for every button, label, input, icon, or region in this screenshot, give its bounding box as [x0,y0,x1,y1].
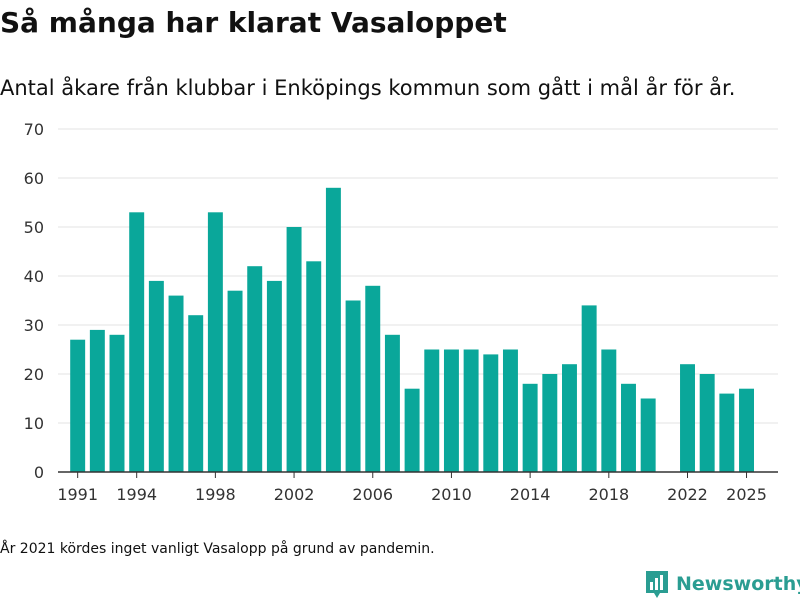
bar [542,374,558,472]
x-tick-label: 2002 [274,485,315,504]
bar [621,383,636,472]
bar [640,398,656,472]
bar [168,295,184,472]
x-tick-label: 1991 [57,485,98,504]
bar-chart: 0 10 20 30 40 50 60 70 1991 1994 1998 2002 2006 2010 2… [24,120,778,504]
x-tick-label: 2022 [667,485,708,504]
y-tick-label: 40 [24,267,44,286]
bar [502,349,518,472]
bar [739,388,754,472]
bar [286,227,302,472]
bar [227,290,243,472]
x-tick-label: 2018 [588,485,629,504]
bar [188,315,204,472]
x-tick-label: 2025 [726,485,767,504]
bar [325,187,341,473]
y-tick-label: 0 [34,463,44,482]
chart-subtitle: Antal åkare från klubbar i Enköpings kom… [0,76,736,100]
x-tick-label: 1998 [195,485,236,504]
y-tick-label: 60 [24,169,44,188]
bar [306,261,322,472]
bar [109,334,125,472]
bar [404,388,420,472]
brand-logo: Newsworthy [644,568,800,600]
bar [601,349,617,472]
x-tick-label: 2014 [510,485,551,504]
y-tick-label: 20 [24,365,44,384]
bar [424,349,440,472]
x-tick-label: 2006 [352,485,393,504]
bar [483,354,499,472]
bar [384,334,400,472]
chart-title: Så många har klarat Vasaloppet [0,6,507,39]
y-tick-label: 70 [24,120,44,139]
bar [562,364,577,472]
bar [463,349,479,472]
bar [443,349,459,472]
bar-chart-logo-icon [646,571,668,598]
bar [207,212,223,473]
footnote: År 2021 kördes inget vanligt Vasalopp på… [0,541,435,557]
bar [699,374,715,472]
bar [266,280,282,472]
bar [247,266,263,472]
bar [129,212,145,473]
bar [148,280,164,472]
bar [719,393,735,472]
x-tick-label: 1994 [116,485,157,504]
bar [522,383,538,472]
bar [89,329,105,472]
x-tick-label: 2010 [431,485,472,504]
bar [581,305,597,472]
bar [680,364,695,472]
y-tick-label: 50 [24,218,44,237]
bar [345,300,361,472]
y-tick-label: 30 [24,316,44,335]
bar [365,285,381,472]
brand-name: Newsworthy [676,573,800,595]
bar [70,339,86,472]
y-tick-label: 10 [24,414,44,433]
